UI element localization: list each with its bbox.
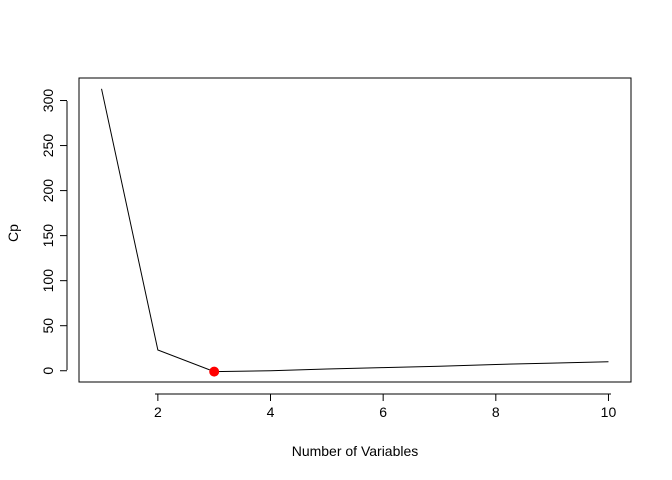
plot-frame [78,77,632,383]
min-cp-point [209,366,220,377]
x-tick-label-8: 8 [492,404,500,420]
x-tick-label-2: 2 [154,404,162,420]
y-tick-label-200: 200 [40,179,56,203]
y-tick-label-50: 50 [40,318,56,334]
y-tick-label-0: 0 [40,367,56,375]
x-tick-label-10: 10 [601,404,617,420]
y-axis: 0 50 100 150 200 250 300 [40,89,68,375]
series-line-cp [101,88,609,373]
x-axis-label: Number of Variables [292,443,419,459]
y-axis-label: Cp [5,224,21,242]
y-tick-label-150: 150 [40,224,56,248]
x-tick-label-6: 6 [379,404,387,420]
x-axis: 2 4 6 8 10 [154,393,617,420]
y-tick-label-300: 300 [40,89,56,113]
x-tick-label-4: 4 [267,404,275,420]
y-tick-label-100: 100 [40,269,56,293]
series-layer [101,88,609,377]
y-tick-label-250: 250 [40,134,56,158]
